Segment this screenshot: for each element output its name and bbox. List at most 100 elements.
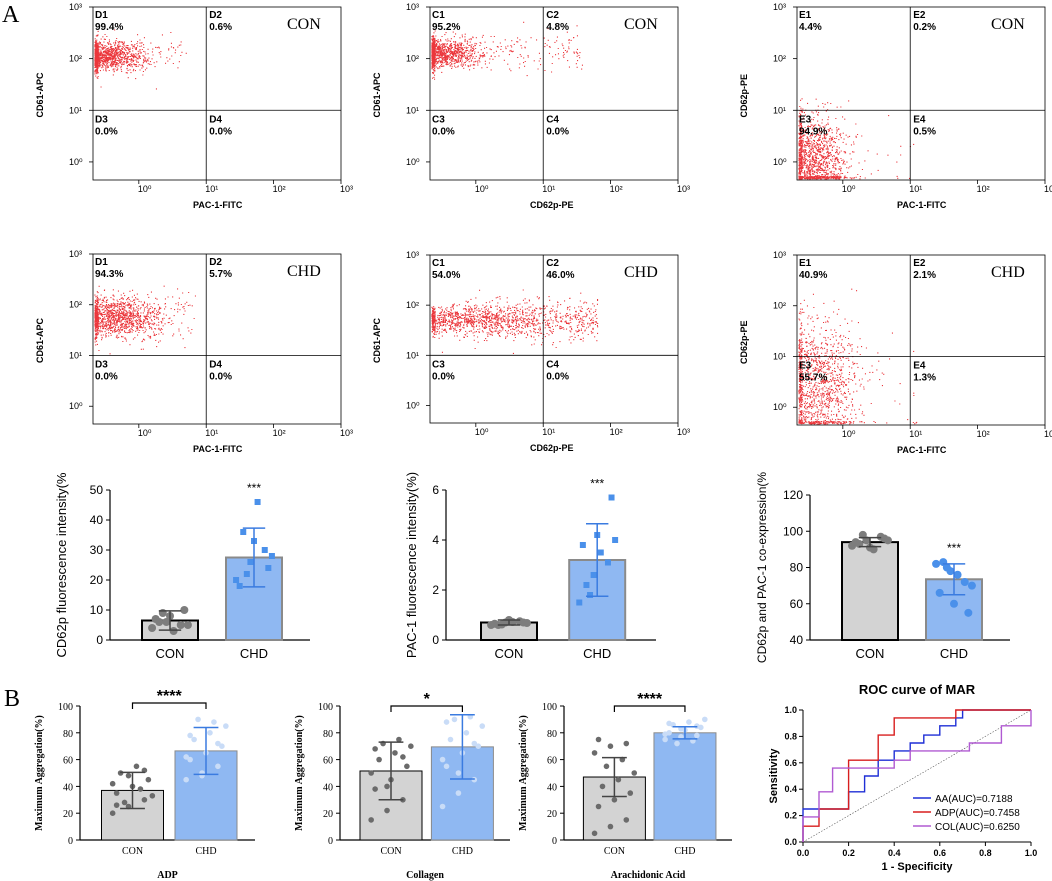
x-axis-label: Collagen [406,870,444,881]
event-cloud [94,285,196,355]
event-cloud [798,98,915,180]
quadrant-name: E1 [799,258,812,269]
data-point [109,780,116,787]
quadrant-name: C1 [432,10,445,21]
x-tick-label: 10² [977,429,990,439]
group-label: CON [287,16,321,33]
legend-label: ADP(AUC)=0.7458 [935,808,1020,819]
y-axis-label: Maximum Aggregation(%) [34,715,45,831]
quadrant-name: D1 [95,257,108,268]
data-point [590,572,597,578]
data-point [187,756,193,763]
data-point [145,776,152,783]
quadrant-name: C4 [546,359,559,370]
bar-chart-7: 0 2 4 6 CON CHD *** PAC-1 fluorescence intensit… [404,472,656,661]
category-label: CHD [940,646,968,661]
data-point [141,797,148,803]
data-point [236,583,243,589]
data-point [404,763,410,770]
x-tick-label: 10¹ [205,428,218,438]
bar-chart-10: 0 20 40 60 80 100 CON CHD * Maximum Aggregation(%… [294,691,510,881]
y-tick-label: 100 [542,702,557,713]
x-tick-label: 0.8 [979,848,992,858]
y-tick-label: 80 [63,729,73,740]
y-tick-label: 10³ [406,2,419,12]
bar-chd [653,732,717,841]
data-point [392,750,398,756]
data-point [447,736,454,743]
data-point [942,563,951,572]
y-tick-label: 100 [318,702,333,713]
data-point [113,802,120,808]
y-tick-label: 10⁰ [773,157,787,167]
flow-plot-4: 10⁰10⁰10¹10¹10²10²10³10³D194.3%D25.7%D30… [35,249,353,454]
y-tick-label: 4 [432,533,439,547]
data-point [133,763,140,770]
quadrant-name: D4 [209,359,222,370]
y-tick-label: 10⁰ [406,157,420,167]
y-axis-label: CD61-APC [372,317,382,363]
data-point [261,547,268,553]
quadrant-value: 0.5% [913,126,936,137]
y-tick-label: 10⁰ [69,157,83,167]
x-tick-label: 0.2 [842,848,855,858]
quadrant-name: D3 [95,114,108,125]
x-axis-label: PAC-1-FITC [193,200,243,210]
data-point [396,736,402,743]
data-point [608,494,615,501]
x-axis-label: PAC-1-FITC [193,444,243,454]
event-cloud [798,288,918,425]
significance-marker: * [424,691,431,708]
significance-bracket [131,702,207,709]
data-point [149,792,156,799]
quadrant-value: 94.3% [95,269,123,280]
data-point [597,549,604,556]
y-tick-label: 0 [552,836,557,847]
y-tick-label: 10¹ [69,105,82,115]
y-tick-label: 6 [432,483,439,497]
quadrant-value: 5.7% [209,269,232,280]
data-point [443,719,450,725]
plot-frame [429,254,679,424]
y-tick-label: 10¹ [773,105,786,115]
data-point [662,731,668,737]
data-point [455,770,462,776]
event-dots [431,21,583,80]
legend-label: AA(AUC)=0.7188 [935,794,1013,805]
y-axis-label: Sensitivity [768,748,780,804]
event-dots [798,288,918,425]
data-point [579,542,586,548]
y-tick-label: 40 [90,513,104,527]
plot-frame [429,6,679,181]
data-point [183,754,189,760]
quadrant-name: E1 [799,10,812,21]
y-tick-label: 10¹ [773,351,786,361]
panel-label-a: A [2,2,20,28]
data-point [207,730,213,736]
y-tick-label: 80 [790,561,804,575]
x-tick-label: 0.0 [797,848,810,858]
x-tick-label: 0.4 [888,848,901,858]
y-tick-label: 40 [63,782,73,793]
data-point [631,770,638,776]
data-point [155,618,164,626]
y-tick-label: 10² [773,54,786,64]
data-point [599,783,606,790]
data-point [702,716,708,723]
y-tick-label: 20 [547,809,557,820]
y-tick-label: 10¹ [406,350,419,360]
y-tick-label: 100 [58,702,73,713]
quadrant-name: D3 [95,359,108,370]
data-point [368,817,374,823]
x-tick-label: 10⁰ [842,184,856,194]
panel-label-b: B [4,686,20,712]
data-point [674,740,680,747]
y-axis-label: CD61-APC [372,72,382,118]
y-tick-label: 80 [323,729,333,740]
data-point [376,756,382,763]
data-point [451,716,458,723]
y-tick-label: 50 [90,483,104,497]
data-point [265,565,272,571]
quadrant-value: 99.4% [95,22,123,33]
quadrant-name: D1 [95,10,108,21]
